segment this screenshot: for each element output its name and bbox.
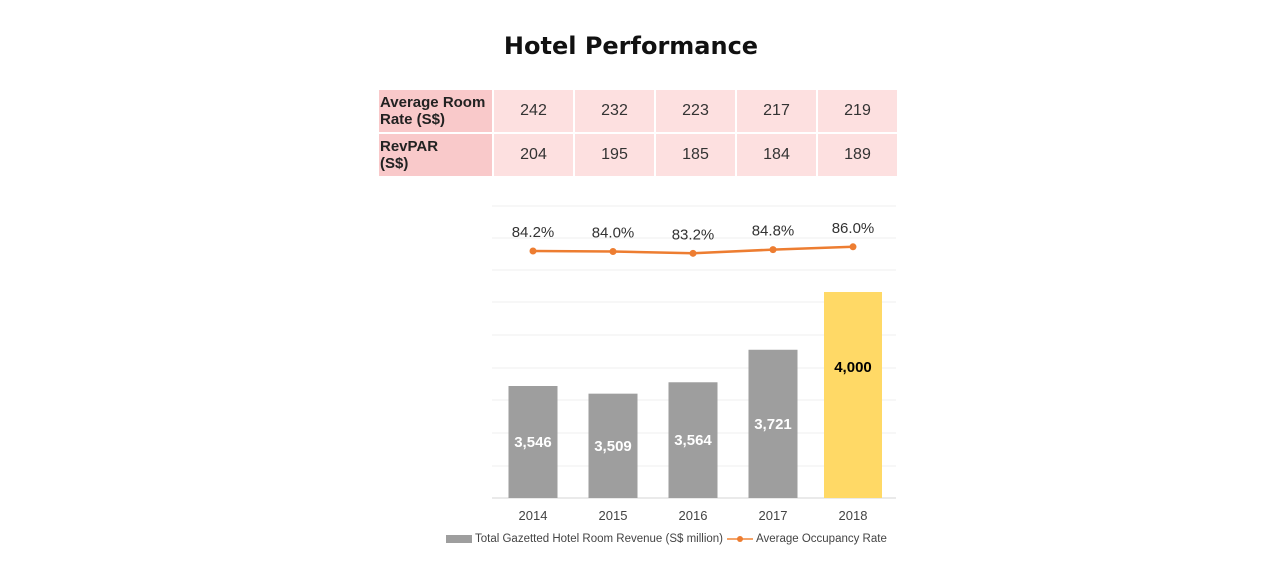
x-tick-label: 2014 — [519, 508, 548, 523]
table-cell: 232 — [574, 90, 656, 134]
chart-legend: Total Gazetted Hotel Room Revenue (S$ mi… — [446, 531, 887, 547]
occupancy-label: 84.2% — [512, 224, 555, 241]
table-cell: 204 — [493, 133, 575, 178]
table-cell: 223 — [655, 90, 737, 134]
bar-2015 — [588, 393, 638, 498]
row-header-average-room-rate: Average Room Rate (S$) — [379, 90, 494, 134]
occupancy-point — [769, 246, 777, 254]
table-cell: 217 — [736, 90, 818, 134]
chart-title: Hotel Performance — [503, 32, 759, 60]
x-tick-label: 2015 — [599, 508, 628, 523]
occupancy-point — [689, 249, 697, 257]
legend-label-revenue: Total Gazetted Hotel Room Revenue (S$ mi… — [475, 533, 724, 545]
legend-swatch-occupancy — [727, 535, 754, 543]
occupancy-label: 83.2% — [672, 226, 715, 243]
bar-label: 3,546 — [514, 434, 552, 451]
occupancy-point — [849, 243, 857, 251]
legend-label-occupancy: Average Occupancy Rate — [756, 533, 887, 545]
table-cell: 185 — [655, 133, 737, 178]
bar-2014 — [508, 386, 558, 498]
legend-swatch-revenue — [446, 535, 472, 543]
bar-label: 3,509 — [594, 438, 632, 455]
occupancy-label: 84.8% — [752, 223, 795, 240]
x-tick-label: 2018 — [839, 508, 868, 523]
kpi-table: Average Room Rate (S$) 242 232 223 217 2… — [379, 90, 899, 178]
bar-label: 3,564 — [674, 432, 712, 449]
bar-2018 — [824, 292, 882, 498]
table-row-average-room-rate: Average Room Rate (S$) 242 232 223 217 2… — [379, 90, 899, 134]
occupancy-label: 86.0% — [832, 220, 875, 237]
bar-2016 — [668, 382, 718, 498]
occupancy-point — [609, 247, 617, 255]
x-tick-label: 2017 — [759, 508, 788, 523]
table-row-revpar: RevPAR (S$) 204 195 185 184 189 — [379, 133, 899, 178]
table-cell: 242 — [493, 90, 575, 134]
x-tick-label: 2016 — [679, 508, 708, 523]
bar-label: 4,000 — [834, 359, 872, 376]
bar-2017 — [748, 349, 798, 498]
occupancy-point — [529, 247, 537, 255]
table-cell: 189 — [817, 133, 899, 178]
occupancy-label: 84.0% — [592, 224, 635, 241]
bar-label: 3,721 — [754, 416, 792, 433]
table-cell: 195 — [574, 133, 656, 178]
table-cell: 219 — [817, 90, 899, 134]
row-header-revpar: RevPAR (S$) — [379, 133, 494, 178]
table-cell: 184 — [736, 133, 818, 178]
